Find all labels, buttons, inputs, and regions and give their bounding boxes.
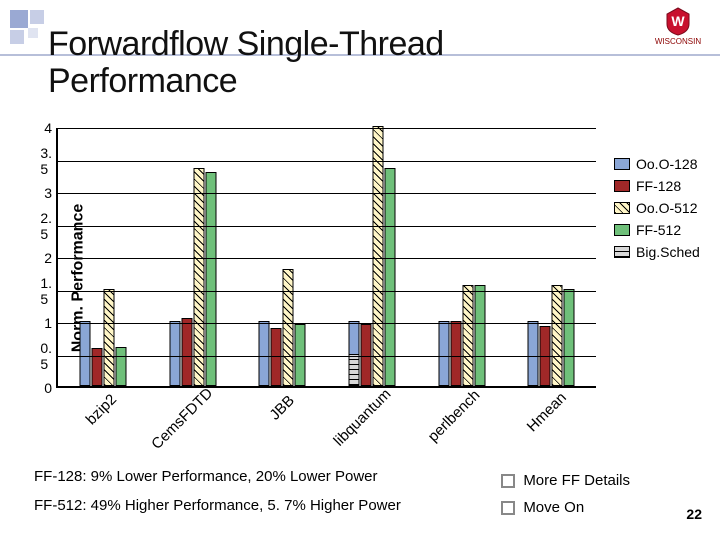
bar: [181, 318, 192, 386]
legend-label: Oo.O-512: [636, 200, 697, 216]
bar: [205, 172, 216, 387]
category-group: CemsFDTD: [148, 128, 238, 386]
category-group: libquantum: [327, 128, 417, 386]
legend-item: Big.Sched: [614, 244, 716, 260]
bar: [259, 321, 270, 386]
legend-item: Oo.O-128: [614, 156, 716, 172]
legend-item: Oo.O-512: [614, 200, 716, 216]
gridline: [58, 226, 596, 227]
y-tick: 2. 5: [40, 210, 52, 242]
category-label: bzip2: [83, 391, 120, 428]
gridline: [58, 128, 596, 129]
y-tick: 3: [44, 185, 52, 201]
bar: [103, 289, 114, 387]
bar: [193, 168, 204, 386]
slide: W WISCONSIN Forwardflow Single-ThreadPer…: [0, 0, 720, 540]
legend-item: FF-128: [614, 178, 716, 194]
legend-swatch: [614, 202, 630, 214]
legend-label: Big.Sched: [636, 244, 700, 260]
legend-swatch: [614, 180, 630, 192]
bar: [348, 321, 359, 386]
link-move-on[interactable]: Move On: [523, 499, 584, 516]
bar-stack: [348, 354, 359, 387]
category-label: Hmean: [524, 389, 570, 435]
bar: [91, 348, 102, 386]
decor-square: [30, 10, 44, 24]
gridline: [58, 291, 596, 292]
bar: [450, 321, 461, 386]
bar: [474, 285, 485, 386]
category-label: CemsFDTD: [148, 385, 216, 453]
y-tick: 1: [44, 315, 52, 331]
bar-cluster: [79, 289, 126, 387]
y-tick: 1. 5: [40, 275, 52, 307]
bar: [79, 321, 90, 386]
legend-label: Oo.O-128: [636, 156, 697, 172]
category-group: JBB: [237, 128, 327, 386]
y-tick: 3. 5: [40, 145, 52, 177]
bar: [169, 321, 180, 386]
bar-groups: bzip2CemsFDTDJBBlibquantumperlbenchHmean: [58, 128, 596, 386]
bar: [372, 126, 383, 386]
bar: [438, 321, 449, 386]
bar-cluster: [259, 269, 306, 386]
category-label: JBB: [267, 392, 298, 423]
category-group: perlbench: [417, 128, 507, 386]
y-tick: 4: [44, 120, 52, 136]
logo-text: WISCONSIN: [655, 37, 701, 46]
gridline: [58, 161, 596, 162]
notes: FF-128: 9% Lower Performance, 20% Lower …: [34, 468, 401, 526]
bar: [115, 347, 126, 386]
action-links: More FF Details Move On: [501, 472, 630, 526]
note-line: FF-512: 49% Higher Performance, 5. 7% Hi…: [34, 497, 401, 514]
bar-cluster: [348, 126, 395, 386]
svg-text:W: W: [671, 13, 685, 29]
legend-label: FF-512: [636, 222, 681, 238]
decor-square: [10, 30, 24, 44]
link-more-details[interactable]: More FF Details: [523, 472, 630, 489]
category-label: perlbench: [424, 387, 483, 446]
gridline: [58, 323, 596, 324]
category-label: libquantum: [330, 386, 394, 450]
y-tick: 0. 5: [40, 340, 52, 372]
bar-cluster: [169, 168, 216, 386]
bar-cluster: [438, 285, 485, 386]
gridline: [58, 193, 596, 194]
bar: [384, 168, 395, 386]
gridline: [58, 356, 596, 357]
note-line: FF-128: 9% Lower Performance, 20% Lower …: [34, 468, 401, 485]
page-number: 22: [686, 506, 702, 522]
gridline: [58, 258, 596, 259]
bullet-box: [501, 474, 515, 488]
bar: [552, 285, 563, 386]
legend-swatch: [614, 246, 630, 258]
legend-swatch: [614, 158, 630, 170]
y-tick: 0: [44, 380, 52, 396]
decor-square: [10, 10, 28, 28]
category-group: bzip2: [58, 128, 148, 386]
slide-title: Forwardflow Single-ThreadPerformance: [48, 26, 444, 99]
bar: [271, 328, 282, 387]
legend-label: FF-128: [636, 178, 681, 194]
bar: [462, 285, 473, 386]
legend-item: FF-512: [614, 222, 716, 238]
plot-area: bzip2CemsFDTDJBBlibquantumperlbenchHmean…: [56, 128, 596, 388]
y-tick: 2: [44, 250, 52, 266]
decor-square: [28, 28, 38, 38]
bar: [283, 269, 294, 386]
category-group: Hmean: [506, 128, 596, 386]
bar-cluster: [528, 285, 575, 386]
bar: [528, 321, 539, 386]
university-logo: W WISCONSIN: [650, 6, 706, 46]
bar: [564, 289, 575, 387]
bullet-box: [501, 501, 515, 515]
legend-swatch: [614, 224, 630, 236]
chart: Norm. Performance bzip2CemsFDTDJBBlibqua…: [10, 128, 710, 428]
legend: Oo.O-128 FF-128 Oo.O-512 FF-512 Big.Sched: [614, 150, 716, 266]
